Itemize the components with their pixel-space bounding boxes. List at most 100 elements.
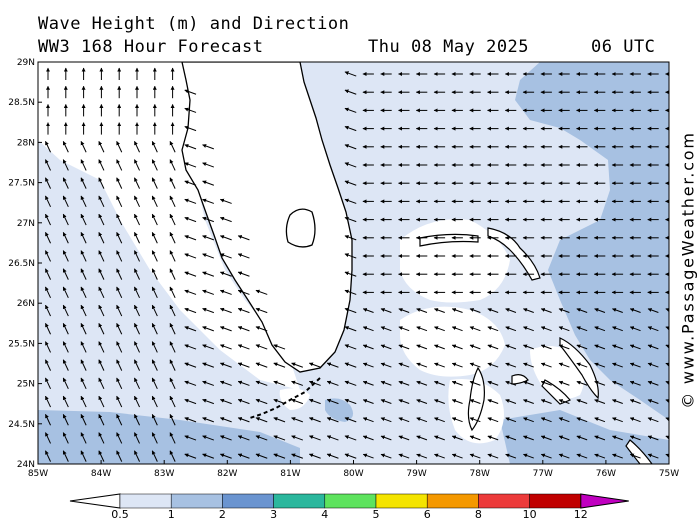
map-area <box>38 62 669 464</box>
wave-arrow <box>219 326 232 332</box>
longitude-label: 77W <box>533 469 553 479</box>
wave-arrow <box>116 159 123 171</box>
wave-arrow <box>134 195 140 208</box>
wave-arrow <box>487 435 499 441</box>
wave-arrow <box>362 344 374 350</box>
wave-arrow <box>219 435 232 441</box>
wave-arrow <box>202 435 215 441</box>
wave-arrow <box>398 435 410 441</box>
wave-arrow <box>469 453 481 459</box>
longitude-label: 80W <box>343 469 363 479</box>
wave-arrow <box>116 195 123 208</box>
wave-arrow <box>469 399 481 404</box>
wave-arrow <box>169 286 176 299</box>
wave-arrow <box>134 395 140 408</box>
colorbar-tick-label: 5 <box>372 508 380 521</box>
wave-arrow <box>184 307 197 314</box>
wave-arrow <box>134 268 140 280</box>
wave-arrow <box>416 453 428 459</box>
wave-arrow <box>362 417 374 423</box>
wave-arrow <box>398 308 410 313</box>
wave-arrow <box>202 326 215 332</box>
wave-arrow <box>184 271 197 277</box>
latitude-label: 29N <box>17 58 35 68</box>
wave-arrow <box>237 380 250 386</box>
wave-arrow <box>98 195 105 208</box>
latitude-label: 27N <box>17 219 35 229</box>
wave-arrow <box>62 413 69 426</box>
wave-arrow <box>558 380 570 386</box>
colorbar-segment <box>324 493 377 509</box>
wave-arrow <box>576 326 588 332</box>
wave-arrow <box>558 417 570 423</box>
wave-arrow <box>134 304 140 317</box>
wave-arrow <box>523 344 534 350</box>
wave-arrow <box>134 450 140 462</box>
colorbar-segment <box>170 493 223 509</box>
wave-arrow <box>62 177 69 189</box>
colorbar-tick-label: 3 <box>270 508 278 521</box>
wave-arrow <box>237 344 250 350</box>
wave-arrow <box>344 435 357 441</box>
wave-arrow <box>416 417 428 423</box>
wave-arrow <box>398 453 410 459</box>
wave-arrow <box>344 162 357 168</box>
colorbar-segment <box>529 493 582 509</box>
wave-arrow <box>151 359 158 371</box>
wave-arrow <box>80 177 87 189</box>
wave-arrow <box>665 362 669 367</box>
wave-arrow <box>255 307 268 314</box>
wave-arrow <box>540 417 552 423</box>
wave-arrow <box>576 380 588 386</box>
wave-arrow <box>594 362 606 368</box>
wave-arrow <box>629 362 641 368</box>
wave-arrow <box>134 432 140 444</box>
wave-arrow <box>629 308 641 313</box>
wave-arrow <box>219 380 232 386</box>
wave-arrow <box>62 395 69 408</box>
wave-arrow <box>151 250 158 262</box>
wave-arrow <box>45 250 51 262</box>
wave-arrow <box>273 417 286 423</box>
wave-arrow <box>308 380 321 386</box>
wave-arrow <box>576 308 588 313</box>
wave-arrow <box>612 417 623 423</box>
wave-arrow <box>326 453 339 459</box>
forecast-subtitle: WW3 168 Hour Forecast <box>38 37 264 57</box>
wave-arrow <box>80 213 87 226</box>
wave-arrow <box>594 399 606 404</box>
wave-arrow <box>116 231 123 244</box>
wave-arrow <box>344 216 357 223</box>
wave-arrow <box>273 344 286 350</box>
wave-arrow <box>45 432 51 444</box>
wave-arrow <box>434 380 445 386</box>
wave-arrow <box>45 177 51 189</box>
wave-arrow <box>647 308 659 313</box>
wave-arrow <box>45 286 51 299</box>
wave-arrow <box>291 380 304 386</box>
wave-arrow <box>469 308 481 313</box>
wave-arrow <box>237 417 250 423</box>
wave-arrow <box>380 362 392 368</box>
wave-arrow <box>134 140 140 153</box>
wave-arrow <box>134 213 140 226</box>
wave-arrow <box>80 304 87 317</box>
wave-arrow <box>98 377 105 390</box>
wave-arrow <box>273 380 286 386</box>
wave-arrow <box>45 341 51 353</box>
wave-arrow <box>344 235 357 241</box>
wave-arrow <box>62 159 69 171</box>
wave-arrow <box>151 177 158 189</box>
wave-arrow <box>202 380 215 386</box>
wave-arrow <box>326 398 339 405</box>
longitude-label: 82W <box>217 469 237 479</box>
wave-arrow <box>451 417 463 423</box>
wave-arrow <box>45 413 51 426</box>
wave-arrow <box>308 453 321 459</box>
wave-arrow <box>80 413 87 426</box>
wave-arrow <box>291 453 304 459</box>
wave-arrow <box>151 231 158 244</box>
wave-arrow <box>134 413 140 426</box>
wave-arrow <box>344 289 357 295</box>
wave-arrow <box>434 362 445 368</box>
